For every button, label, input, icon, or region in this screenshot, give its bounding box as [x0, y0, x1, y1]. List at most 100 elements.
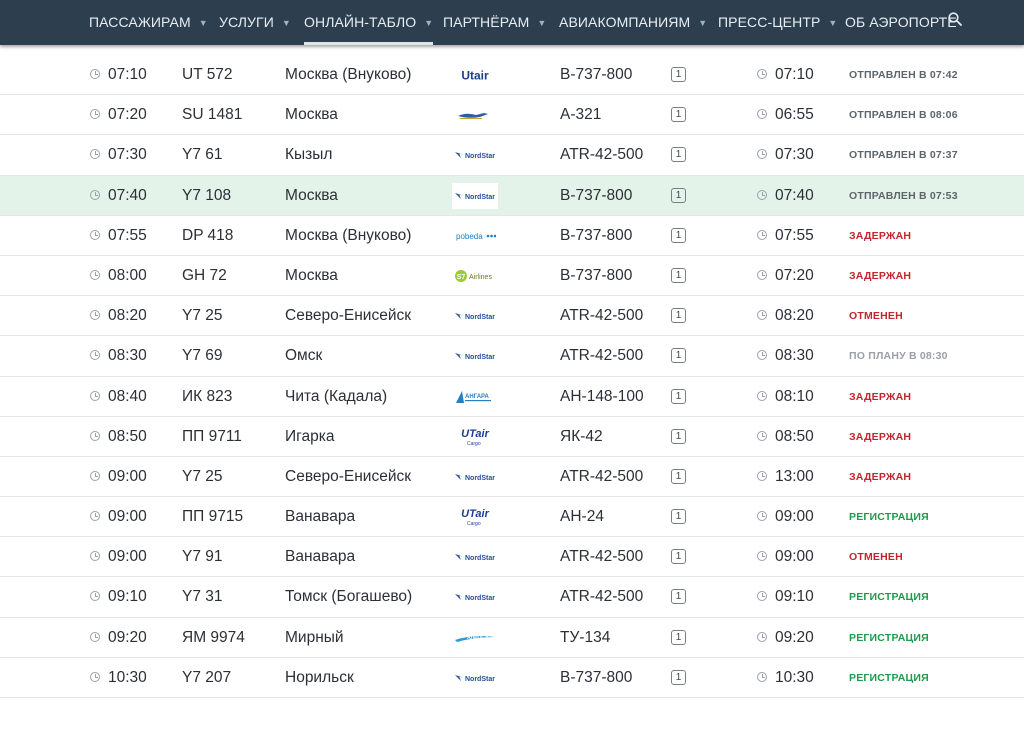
chevron-down-icon: ▼ [828, 18, 838, 28]
destination-city: Томск (Богашево) [285, 588, 413, 606]
flight-row[interactable]: 08:30 Y7 69 Омск NordStar ATR-42-500 1 08:30 ПО… [0, 336, 1024, 377]
clock-icon [90, 109, 100, 120]
aircraft-type: ATR-42-500 [560, 347, 644, 365]
scheduled-time: 08:30 [108, 347, 147, 365]
clock-icon [757, 551, 767, 562]
flight-number[interactable]: Y7 31 [182, 588, 223, 606]
aircraft-type: ATR-42-500 [560, 548, 644, 566]
svg-text:Cargo: Cargo [467, 441, 481, 447]
aircraft-type: B-737-800 [560, 668, 633, 686]
flight-row[interactable]: 07:30 Y7 61 Кызыл NordStar ATR-42-500 1 07:30 О… [0, 135, 1024, 176]
status-badge: ОТПРАВЛЕН В 07:42 [849, 69, 958, 81]
flight-number[interactable]: UT 572 [182, 66, 233, 83]
flight-row[interactable]: 07:55 DP 418 Москва (Внуково) pobeda B-737-8… [0, 216, 1024, 256]
flight-number[interactable]: ПП 9715 [182, 508, 244, 526]
terminal-badge: 1 [671, 589, 686, 605]
flight-row[interactable]: 09:10 Y7 31 Томск (Богашево) NordStar ATR-42… [0, 577, 1024, 618]
flight-row[interactable] [0, 698, 1024, 738]
flight-row[interactable]: 07:20 SU 1481 Москва A-321 1 06:55 ОТПРАВЛЕН В… [0, 95, 1024, 136]
svg-text:NordStar: NordStar [465, 354, 495, 361]
aircraft-type: ATR-42-500 [560, 467, 644, 485]
svg-text:NordStar: NordStar [465, 153, 495, 160]
scheduled-time: 09:00 [108, 467, 147, 485]
flight-number[interactable]: Y7 91 [182, 548, 223, 566]
flight-number[interactable]: ЯМ 9974 [182, 628, 245, 646]
clock-icon [90, 69, 100, 79]
airline-logo-icon: NordStar [452, 464, 498, 490]
flight-number[interactable]: Y7 108 [182, 186, 232, 204]
clock-icon [90, 149, 100, 160]
flight-row[interactable]: 08:40 ИК 823 Чита (Кадала) АНГАРА AH-148-100… [0, 377, 1024, 417]
svg-text:АЛРОСА: АЛРОСА [467, 635, 489, 641]
aircraft-type: ATR-42-500 [560, 307, 644, 325]
flight-row[interactable]: 09:00 Y7 25 Северо-Енисейск NordStar ATR-42-… [0, 457, 1024, 498]
nav-item-about-airport[interactable]: ОБ АЭРОПОРТЕ [845, 0, 957, 45]
actual-time: 08:30 [775, 347, 814, 365]
flight-row[interactable]: 09:00 ПП 9715 Ванавара UTair Cargo AH-24 1 09:0… [0, 497, 1024, 538]
aircraft-type: B-737-800 [560, 226, 633, 244]
terminal-badge: 1 [671, 629, 686, 645]
nav-label: ПАССАЖИРАМ [89, 14, 191, 30]
nav-item-partners[interactable]: ПАРТНЁРАМ ▼ [443, 0, 546, 45]
svg-text:Utair: Utair [461, 69, 489, 83]
svg-text:NordStar: NordStar [465, 595, 495, 602]
flight-number[interactable]: DP 418 [182, 226, 234, 244]
search-icon[interactable] [947, 11, 963, 27]
clock-icon [90, 310, 100, 321]
svg-text:Airlines: Airlines [469, 274, 492, 281]
flight-row[interactable]: 08:50 ПП 9711 Игарка UTair Cargo ЯК-42 1 08:50 З… [0, 417, 1024, 457]
flight-number[interactable]: SU 1481 [182, 106, 243, 124]
clock-icon [757, 390, 767, 401]
nav-label: АВИАКОМПАНИЯМ [559, 14, 691, 30]
flight-row[interactable]: 07:40 Y7 108 Москва NordStar B-737-800 1 07:40… [0, 175, 1024, 216]
destination-city: Москва (Внуково) [285, 226, 412, 244]
flight-number[interactable]: Y7 25 [182, 467, 223, 485]
nav-item-press-center[interactable]: ПРЕСС-ЦЕНТР ▼ [718, 0, 837, 45]
nav-item-online-board[interactable]: ОНЛАЙН-ТАБЛО ▼ [304, 0, 434, 45]
svg-text:NordStar: NordStar [465, 194, 495, 201]
flight-number[interactable]: Y7 61 [182, 146, 223, 164]
terminal-badge: 1 [671, 227, 686, 243]
flight-row[interactable]: 09:20 ЯМ 9974 Мирный АЛРОСА ТУ-134 1 09:20 РЕГИ… [0, 618, 1024, 658]
chevron-down-icon: ▼ [424, 18, 434, 28]
scheduled-time: 08:40 [108, 387, 147, 405]
actual-time: 10:30 [775, 668, 814, 686]
flight-number[interactable]: Y7 25 [182, 307, 223, 325]
flight-number[interactable]: Y7 207 [182, 668, 232, 686]
aircraft-type: AH-24 [560, 508, 604, 526]
status-badge: ПО ПЛАНУ В 08:30 [849, 350, 948, 363]
scheduled-time: 07:55 [108, 226, 147, 244]
airline-logo-icon: UTair Cargo [452, 424, 498, 450]
terminal-badge: 1 [671, 107, 686, 123]
clock-icon [90, 229, 100, 240]
nav-item-airlines[interactable]: АВИАКОМПАНИЯМ ▼ [559, 0, 707, 45]
scheduled-time: 09:10 [108, 588, 147, 606]
actual-time: 07:10 [775, 66, 814, 83]
aircraft-type: B-737-800 [560, 266, 633, 284]
chevron-down-icon: ▼ [198, 18, 208, 28]
actual-time: 07:30 [775, 146, 814, 164]
destination-city: Северо-Енисейск [285, 467, 412, 485]
nav-label: ОБ АЭРОПОРТЕ [845, 14, 957, 30]
clock-icon [757, 470, 767, 481]
flight-number[interactable]: ПП 9711 [182, 427, 242, 445]
flight-number[interactable]: Y7 69 [182, 347, 223, 365]
airline-logo-icon: NordStar [452, 665, 498, 691]
flight-row[interactable]: 08:00 GH 72 Москва S7 Airlines B-737-800 1 07:2… [0, 256, 1024, 297]
clock-icon [90, 470, 100, 481]
flight-number[interactable]: ИК 823 [182, 387, 233, 405]
nav-item-services[interactable]: УСЛУГИ ▼ [219, 0, 291, 45]
flight-row[interactable]: 10:30 Y7 207 Норильск NordStar B-737-800 1 10:… [0, 658, 1024, 698]
terminal-badge: 1 [671, 187, 686, 203]
scheduled-time: 09:20 [108, 628, 147, 646]
clock-icon [90, 350, 100, 361]
flight-row[interactable]: 08:20 Y7 25 Северо-Енисейск NordStar ATR-42-… [0, 296, 1024, 337]
status-badge: ЗАДЕРЖАН [849, 229, 912, 242]
flight-number[interactable]: GH 72 [182, 266, 227, 284]
nav-item-passengers[interactable]: ПАССАЖИРАМ ▼ [89, 0, 208, 45]
svg-text:UTair: UTair [461, 428, 489, 440]
terminal-badge: 1 [671, 428, 686, 444]
top-navigation: ПАССАЖИРАМ ▼ УСЛУГИ ▼ ОНЛАЙН-ТАБЛО ▼ ПАРТНЁ… [0, 0, 1024, 45]
flight-row[interactable]: 07:10 UT 572 Москва (Внуково) Utair B-737-80… [0, 55, 1024, 96]
flight-row[interactable]: 09:00 Y7 91 Ванавара NordStar ATR-42-500 1 09:… [0, 537, 1024, 578]
